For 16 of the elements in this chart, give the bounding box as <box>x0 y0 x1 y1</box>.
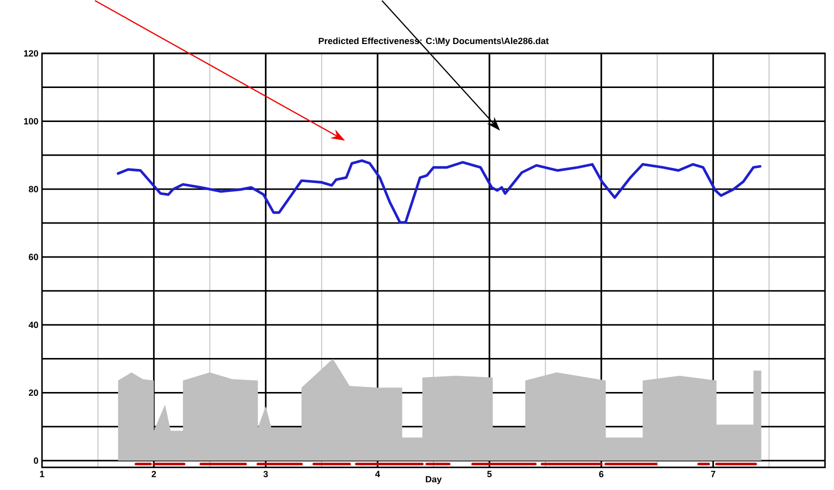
x-tick-label: 6 <box>599 471 604 478</box>
y-tick-label: 40 <box>28 322 38 328</box>
line-series <box>116 160 762 224</box>
y-tick-label: 120 <box>24 50 38 57</box>
x-tick-label: 2 <box>152 471 156 478</box>
y-tick-label: 100 <box>24 118 38 125</box>
y-tick-label: 0 <box>34 458 38 464</box>
x-tick-label: 3 <box>263 471 268 478</box>
x-tick-label: 4 <box>375 471 380 478</box>
y-tick-label: 80 <box>28 186 38 192</box>
x-tick-label: 7 <box>711 471 716 478</box>
y-tick-label: 60 <box>28 254 38 260</box>
y-tick-label: 20 <box>28 390 38 396</box>
x-tick-label: 1 <box>40 471 44 478</box>
x-tick-label: 5 <box>487 471 492 478</box>
x-axis-title: Day <box>426 476 442 484</box>
